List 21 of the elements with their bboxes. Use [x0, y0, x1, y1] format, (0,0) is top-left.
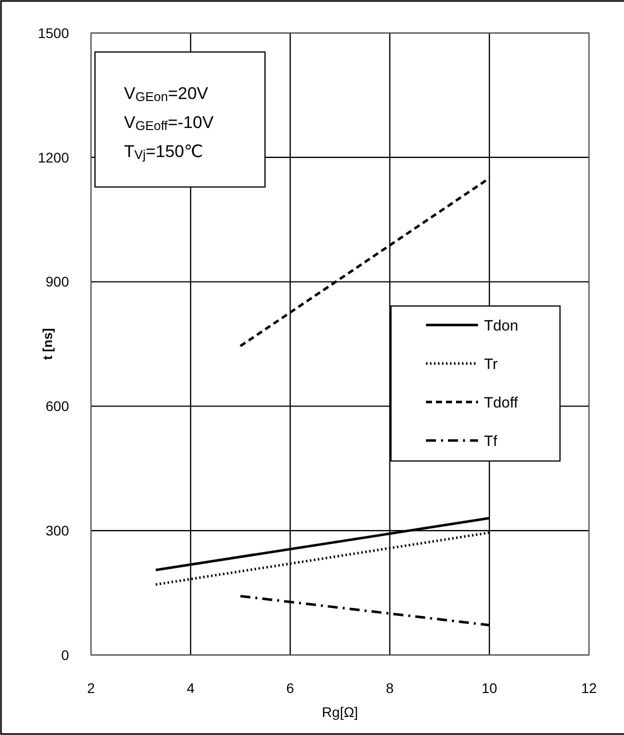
legend-label: Tdon [484, 317, 518, 334]
y-tick-label: 600 [46, 398, 70, 414]
x-tick-label: 8 [386, 680, 394, 696]
y-tick-label: 0 [61, 646, 70, 663]
legend-label: Tf [484, 432, 498, 450]
annotation: T$_{Vj}$=150℃ [124, 142, 204, 162]
legend-label: Tr [484, 356, 498, 373]
x-tick-label: 4 [186, 680, 195, 696]
y-tick-label: 900 [46, 274, 70, 290]
legend-label: Tdoff [484, 394, 519, 412]
x-tick-label: 6 [286, 680, 294, 696]
y-tick-label: 1200 [38, 149, 70, 166]
annotation: V$_{GEon}$=20V [124, 84, 209, 104]
x-tick-label: 12 [581, 680, 597, 696]
x-tick-label: 2 [87, 680, 96, 696]
y-axis-title: t [ns] [40, 328, 55, 360]
y-tick-label: 300 [46, 522, 70, 538]
x-axis-title: Rg[Ω] [322, 704, 358, 720]
annotation: V$_{GEoff}$=-10V [124, 113, 214, 133]
y-tick-label: 1500 [38, 24, 70, 41]
x-tick-label: 10 [482, 680, 498, 696]
